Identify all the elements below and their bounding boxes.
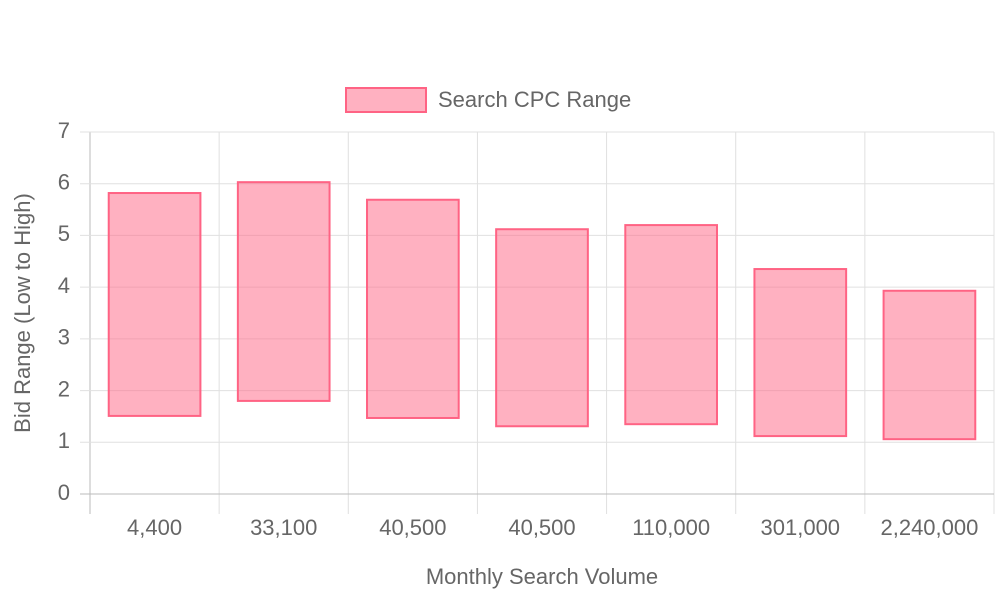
- bar: [753, 268, 848, 438]
- bar: [366, 198, 460, 419]
- y-tick-label: 4: [58, 273, 70, 298]
- x-tick-label: 40,500: [379, 515, 446, 540]
- bar: [624, 224, 718, 426]
- y-axis-label: Bid Range (Low to High): [10, 193, 35, 433]
- x-tick-label: 33,100: [250, 515, 317, 540]
- legend-label: Search CPC Range: [438, 87, 631, 112]
- x-axis-label: Monthly Search Volume: [426, 564, 658, 589]
- x-tick-label: 4,400: [127, 515, 182, 540]
- x-tick-label: 40,500: [508, 515, 575, 540]
- x-tick-label: 110,000: [632, 515, 710, 540]
- y-tick-label: 0: [58, 480, 70, 505]
- y-tick-label: 5: [58, 221, 70, 246]
- x-tick-label: 301,000: [761, 515, 841, 540]
- legend-swatch: [345, 87, 427, 113]
- bar: [495, 228, 589, 428]
- bar: [236, 181, 331, 402]
- bar: [882, 289, 977, 441]
- y-tick-label: 1: [58, 428, 70, 453]
- y-tick-label: 6: [58, 170, 70, 195]
- x-tick-label: 2,240,000: [880, 515, 978, 540]
- y-tick-label: 3: [58, 325, 70, 350]
- y-tick-label: 7: [58, 118, 70, 143]
- y-tick-label: 2: [58, 376, 70, 401]
- bar: [107, 192, 202, 417]
